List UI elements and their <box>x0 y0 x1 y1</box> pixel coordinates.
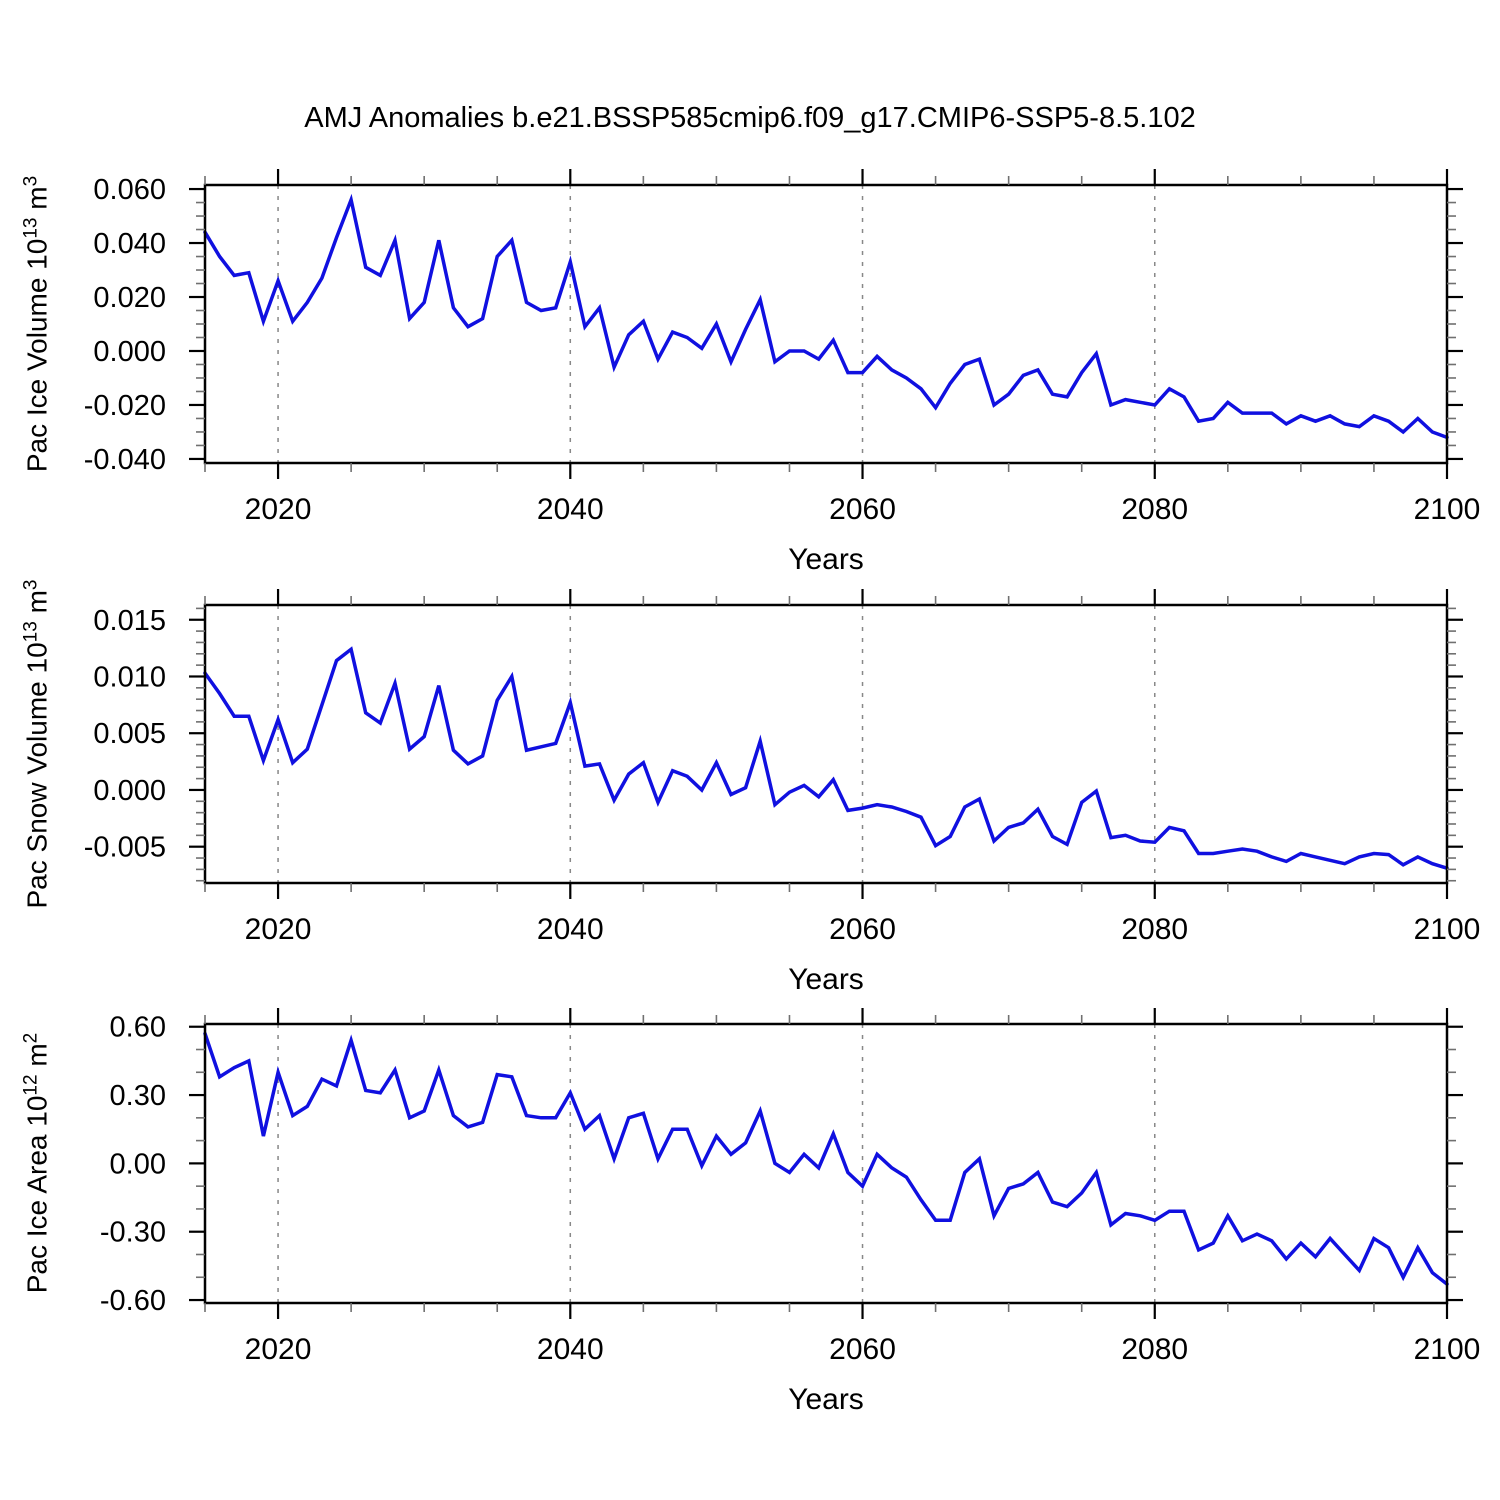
y-tick-label: 0.60 <box>110 1012 166 1044</box>
y-tick-label: 0.015 <box>93 605 166 637</box>
y-tick-label: 0.040 <box>93 228 166 260</box>
y-tick-label: 0.00 <box>110 1148 166 1180</box>
y-tick-label: 0.060 <box>93 174 166 206</box>
series-line-pac-snow-volume <box>203 646 1449 870</box>
chart-title: AMJ Anomalies b.e21.BSSP585cmip6.f09_g17… <box>304 102 1196 134</box>
x-axis-title: Years <box>788 1383 864 1416</box>
panel-pac-ice-volume: 2020 2040 2060 2080 2100 0.060 0.040 0.020 0.000… <box>84 169 1481 576</box>
x-tick-label: 2020 <box>245 913 312 946</box>
x-axis-title: Years <box>788 963 864 996</box>
x-tick-label: 2020 <box>245 1333 312 1366</box>
panel-frame <box>203 1022 1449 1305</box>
y-tick-label: 0.005 <box>93 718 166 750</box>
x-tick-label: 2040 <box>537 913 604 946</box>
x-tick-label: 2080 <box>1121 493 1188 526</box>
y-tick-label: -0.020 <box>84 390 166 422</box>
series-line-pac-ice-area <box>203 1031 1449 1286</box>
y-tick-label: -0.30 <box>100 1217 166 1249</box>
x-tick-label: 2040 <box>537 493 604 526</box>
x-tick-label: 2020 <box>245 493 312 526</box>
x-tick-label: 2100 <box>1414 913 1481 946</box>
panel-pac-ice-area: 2020 2040 2060 2080 2100 0.60 0.30 0.00 -0.30 -0.… <box>100 1008 1480 1416</box>
y-tick-label: 0.010 <box>93 661 166 693</box>
x-tick-label: 2080 <box>1121 1333 1188 1366</box>
panel-frame <box>203 603 1449 885</box>
x-tick-label: 2100 <box>1414 1333 1481 1366</box>
series-line-pac-ice-volume <box>203 193 1449 440</box>
x-tick-label: 2060 <box>829 913 896 946</box>
x-tick-label: 2040 <box>537 1333 604 1366</box>
x-axis-title: Years <box>788 543 864 576</box>
x-tick-label: 2060 <box>829 493 896 526</box>
y-tick-label: 0.000 <box>93 336 166 368</box>
y-tick-label: 0.000 <box>93 775 166 807</box>
x-tick-label: 2100 <box>1414 493 1481 526</box>
y-tick-label: -0.005 <box>84 832 166 864</box>
y-tick-label: -0.60 <box>100 1285 166 1317</box>
x-tick-label: 2080 <box>1121 913 1188 946</box>
panel-frame <box>203 183 1449 465</box>
panel-pac-snow-volume: 2020 2040 2060 2080 2100 0.015 0.010 0.005 0.000… <box>84 589 1481 996</box>
y-tick-label: 0.30 <box>110 1080 166 1112</box>
y-tick-label: -0.040 <box>84 444 166 476</box>
x-tick-label: 2060 <box>829 1333 896 1366</box>
y-tick-label: 0.020 <box>93 282 166 314</box>
